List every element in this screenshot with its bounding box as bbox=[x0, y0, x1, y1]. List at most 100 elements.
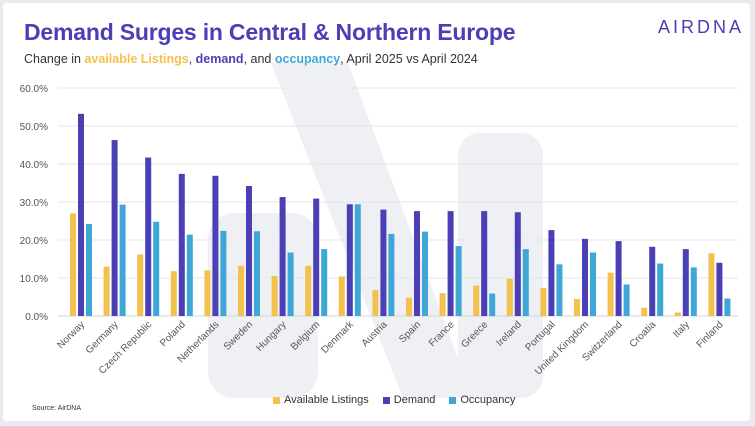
y-tick-label: 40.0% bbox=[20, 160, 48, 171]
bar-demand: Spain — Demand: 27.6% bbox=[414, 211, 420, 316]
bar-demand: Italy — Demand: 17.6% bbox=[682, 249, 689, 316]
bar-demand: Finland — Demand: 14% bbox=[716, 262, 723, 316]
bar-listings: Austria — Available Listings: 6.8% bbox=[372, 290, 379, 316]
bar-demand: Ireland — Demand: 27.3% bbox=[514, 212, 521, 316]
chart-legend: Available Listings Demand Occupancy bbox=[273, 394, 515, 406]
legend-item: Occupancy bbox=[449, 394, 515, 406]
x-tick-label: Austria bbox=[360, 319, 390, 349]
y-tick-label: 10.0% bbox=[20, 274, 48, 285]
subtitle-occupancy: occupancy bbox=[274, 52, 341, 66]
bar-occupancy: Hungary — Occupancy: 16.7% bbox=[287, 252, 294, 316]
bar-occupancy: Switzerland — Occupancy: 8.3% bbox=[623, 284, 630, 316]
bar-demand: Croatia — Demand: 18.2% bbox=[649, 246, 656, 316]
bar-listings: Croatia — Available Listings: 2.2% bbox=[641, 307, 648, 316]
bar-demand: Austria — Demand: 28% bbox=[380, 209, 387, 316]
subtitle-demand: demand bbox=[195, 52, 244, 66]
x-tick-label: Spain bbox=[397, 319, 423, 345]
chart-card: Demand Surges in Central & Northern Euro… bbox=[3, 3, 750, 421]
bar-listings: Netherlands — Available Listings: 12% bbox=[204, 270, 211, 316]
bar-listings: United Kingdom — Available Listings: 4.5… bbox=[574, 298, 580, 316]
bar-listings: Czech Republic — Available Listings: 16.… bbox=[137, 254, 144, 316]
x-tick-label: Ireland bbox=[495, 319, 524, 348]
bar-listings: Belgium — Available Listings: 13.2% bbox=[305, 265, 312, 316]
bar-occupancy: Italy — Occupancy: 12.8% bbox=[690, 267, 697, 316]
bar-occupancy: Denmark — Occupancy: 29.4% bbox=[354, 204, 361, 316]
bar-occupancy: Czech Republic — Occupancy: 24.8% bbox=[153, 221, 160, 316]
bar-demand: Poland — Demand: 37.4% bbox=[178, 173, 185, 316]
subtitle-listings: available Listings bbox=[84, 52, 189, 66]
legend-label: Available Listings bbox=[284, 394, 369, 406]
bar-occupancy: Greece — Occupancy: 5.9% bbox=[489, 293, 496, 316]
legend-swatch bbox=[382, 396, 390, 404]
bar-occupancy: Austria — Occupancy: 21.6% bbox=[388, 233, 395, 316]
bar-occupancy: Germany — Occupancy: 29.3% bbox=[119, 204, 126, 316]
bar-occupancy: France — Occupancy: 18.4% bbox=[455, 246, 462, 316]
bar-listings: France — Available Listings: 6% bbox=[439, 293, 446, 316]
x-tick-label: Croatia bbox=[628, 319, 659, 350]
bar-occupancy: Croatia — Occupancy: 13.8% bbox=[657, 263, 664, 316]
x-tick-label: Greece bbox=[459, 319, 490, 350]
source-note: Source: AirDNA bbox=[32, 405, 82, 412]
airdna-logo: AIRDNA bbox=[658, 17, 745, 37]
legend-item: Demand bbox=[382, 394, 436, 406]
bar-demand: Sweden — Demand: 34.2% bbox=[246, 186, 252, 316]
x-tick-label: Belgium bbox=[289, 319, 322, 352]
bar-listings: Finland — Available Listings: 16.5% bbox=[708, 253, 715, 316]
legend-swatch bbox=[449, 396, 457, 404]
bar-listings: Hungary — Available Listings: 10.5% bbox=[271, 276, 278, 316]
x-tick-label: Poland bbox=[158, 319, 188, 349]
bar-occupancy: United Kingdom — Occupancy: 16.7% bbox=[590, 252, 596, 316]
bar-listings: Italy — Available Listings: 0.9% bbox=[674, 312, 681, 316]
bar-demand: Czech Republic — Demand: 41.7% bbox=[145, 157, 152, 316]
legend-label: Demand bbox=[393, 394, 436, 406]
x-tick-label: Italy bbox=[671, 319, 692, 340]
x-tick-label: Denmark bbox=[319, 319, 356, 356]
bar-occupancy: Belgium — Occupancy: 17.6% bbox=[321, 249, 328, 316]
bar-listings: Germany — Available Listings: 13% bbox=[103, 266, 110, 316]
bar-listings: Denmark — Available Listings: 10.4% bbox=[338, 276, 345, 316]
bar-occupancy: Netherlands — Occupancy: 22.4% bbox=[220, 230, 227, 316]
x-tick-label: Portugal bbox=[523, 319, 557, 353]
bar-occupancy: Ireland — Occupancy: 17.6% bbox=[522, 249, 529, 316]
bar-occupancy: Portugal — Occupancy: 13.6% bbox=[556, 264, 563, 316]
bar-occupancy: Spain — Occupancy: 22.2% bbox=[422, 231, 428, 316]
bar-listings: Portugal — Available Listings: 7.4% bbox=[540, 287, 547, 316]
bar-demand: Denmark — Demand: 29.4% bbox=[346, 204, 353, 316]
bar-demand: United Kingdom — Demand: 20.3% bbox=[582, 238, 588, 316]
bar-demand: Germany — Demand: 46.3% bbox=[111, 140, 118, 316]
y-tick-label: 0.0% bbox=[25, 312, 48, 323]
legend-swatch bbox=[273, 396, 280, 404]
x-tick-label: Sweden bbox=[222, 319, 255, 352]
bar-listings: Spain — Available Listings: 4.8% bbox=[406, 297, 412, 316]
bar-demand: Hungary — Demand: 31.3% bbox=[279, 197, 286, 316]
y-tick-label: 30.0% bbox=[20, 198, 48, 209]
bar-occupancy: Poland — Occupancy: 21.4% bbox=[186, 234, 193, 316]
legend-item: Available Listings bbox=[273, 394, 369, 406]
bar-demand: Greece — Demand: 27.6% bbox=[481, 211, 488, 316]
bar-demand: Netherlands — Demand: 36.9% bbox=[212, 175, 219, 316]
bar-listings: Greece — Available Listings: 8% bbox=[473, 285, 480, 316]
bar-listings: Poland — Available Listings: 11.8% bbox=[170, 271, 177, 316]
legend-label: Occupancy bbox=[460, 394, 516, 406]
bar-listings: Norway — Available Listings: 27% bbox=[70, 213, 76, 316]
bar-demand: Portugal — Demand: 22.6% bbox=[548, 230, 555, 316]
bar-listings: Sweden — Available Listings: 13.2% bbox=[238, 265, 244, 316]
bar-chart: 0.0% 10.0% 20.0% 30.0% 40.0% 50.0% 60.0% Norway… bbox=[20, 84, 738, 377]
y-tick-label: 20.0% bbox=[20, 236, 48, 247]
y-tick-label: 50.0% bbox=[20, 122, 48, 133]
x-tick-label: Finland bbox=[695, 319, 726, 350]
bar-listings: Ireland — Available Listings: 9.8% bbox=[506, 278, 513, 316]
x-tick-label: Hungary bbox=[254, 319, 289, 354]
bar-occupancy: Sweden — Occupancy: 22.3% bbox=[254, 231, 260, 316]
bar-demand: Switzerland — Demand: 19.7% bbox=[615, 241, 622, 316]
bar-occupancy: Norway — Occupancy: 24.2% bbox=[86, 224, 92, 316]
page-title: Demand Surges in Central & Northern Euro… bbox=[24, 19, 516, 45]
bar-demand: Belgium — Demand: 30.9% bbox=[313, 198, 320, 316]
x-tick-label: France bbox=[427, 319, 457, 349]
y-tick-label: 60.0% bbox=[20, 84, 48, 95]
bar-occupancy: Finland — Occupancy: 4.6% bbox=[724, 298, 731, 316]
bar-listings: Switzerland — Available Listings: 11.4% bbox=[607, 272, 614, 316]
x-tick-label: Norway bbox=[55, 319, 87, 351]
chart-subtitle: Change in available Listings, demand, an… bbox=[24, 52, 478, 66]
bar-demand: France — Demand: 27.6% bbox=[447, 211, 454, 316]
